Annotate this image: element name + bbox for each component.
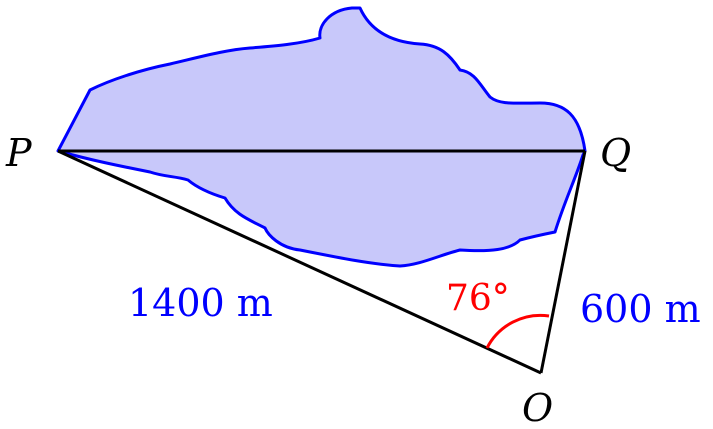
lake-shape xyxy=(56,6,587,268)
segment-qo xyxy=(539,150,587,374)
side-po-length: 1400 m xyxy=(128,281,273,325)
angle-arc-o xyxy=(485,313,550,349)
point-label-o: O xyxy=(522,386,553,429)
segment-po xyxy=(57,149,542,375)
point-label-p: P xyxy=(5,131,33,175)
angle-o-label: 76° xyxy=(446,278,510,319)
side-qo-length: 600 m xyxy=(580,287,701,331)
point-label-q: Q xyxy=(600,131,631,175)
